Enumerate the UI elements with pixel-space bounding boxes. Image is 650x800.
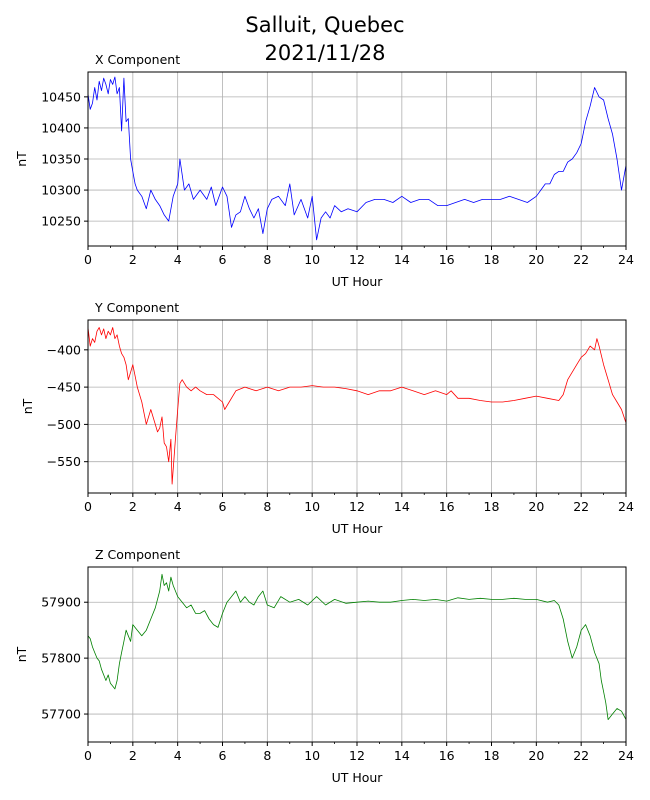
x-tick-label: 2 [129,252,137,267]
x-tick-label: 14 [394,252,410,267]
series-line-z [87,573,627,720]
x-tick-label: 6 [219,252,227,267]
x-tick-label: 16 [439,748,455,763]
y-tick-label: 10250 [41,214,81,229]
chart-panel-y: 0 2 4 6 8 10 12 14 16 18 20 22 24−550−500−450−400UT … [20,300,634,536]
x-tick-label: 10 [304,252,320,267]
panel-title-x: X Component [95,52,180,67]
x-tick-label: 2 [129,499,137,514]
x-tick-label: 24 [618,499,634,514]
figure-title-line2: 2021/11/28 [264,41,386,65]
x-axis-label: UT Hour [332,521,384,536]
x-tick-label: 10 [304,748,320,763]
x-tick-label: 2 [129,748,137,763]
series-line-x [87,76,627,241]
y-tick-label: 10300 [41,183,81,198]
x-tick-label: 20 [528,252,544,267]
x-tick-label: 22 [573,499,589,514]
x-tick-label: 24 [618,252,634,267]
x-tick-label: 8 [263,499,271,514]
x-tick-label: 4 [174,252,182,267]
x-tick-label: 0 [84,748,92,763]
x-tick-label: 20 [528,499,544,514]
x-tick-label: 10 [304,499,320,514]
x-tick-label: 18 [484,748,500,763]
y-axis-label: nT [20,398,35,414]
y-tick-label: 10400 [41,120,81,135]
x-tick-label: 22 [573,748,589,763]
figure-title-line1: Salluit, Quebec [245,13,405,37]
x-tick-label: 16 [439,499,455,514]
x-tick-label: 22 [573,252,589,267]
x-tick-label: 8 [263,252,271,267]
x-axis-label: UT Hour [332,770,384,785]
y-tick-label: −400 [47,342,81,357]
y-tick-label: −450 [47,380,81,395]
x-tick-label: 0 [84,252,92,267]
x-axis-label: UT Hour [332,274,384,289]
chart-panel-x: 0 2 4 6 8 10 12 14 16 18 20 22 241025010300103501040… [14,52,634,289]
x-tick-label: 12 [349,499,365,514]
y-tick-label: 57700 [41,707,81,722]
x-tick-label: 0 [84,499,92,514]
x-tick-label: 12 [349,748,365,763]
x-tick-label: 14 [394,748,410,763]
y-tick-label: 10350 [41,152,81,167]
x-tick-label: 16 [439,252,455,267]
y-tick-label: 57900 [41,595,81,610]
x-tick-label: 6 [219,499,227,514]
y-axis-label: nT [14,151,29,167]
y-tick-label: 10450 [41,89,81,104]
x-tick-label: 12 [349,252,365,267]
y-tick-label: −550 [47,454,81,469]
x-tick-label: 18 [484,499,500,514]
x-tick-label: 6 [219,748,227,763]
x-tick-label: 18 [484,252,500,267]
x-tick-label: 14 [394,499,410,514]
panel-title-z: Z Component [95,547,180,562]
x-tick-label: 8 [263,748,271,763]
y-tick-label: 57800 [41,651,81,666]
x-tick-label: 20 [528,748,544,763]
panel-title-y: Y Component [94,300,179,315]
x-tick-label: 24 [618,748,634,763]
x-tick-label: 4 [174,499,182,514]
series-line-y [87,327,627,485]
y-axis-label: nT [14,646,29,662]
y-tick-label: −500 [47,417,81,432]
x-tick-label: 4 [174,748,182,763]
